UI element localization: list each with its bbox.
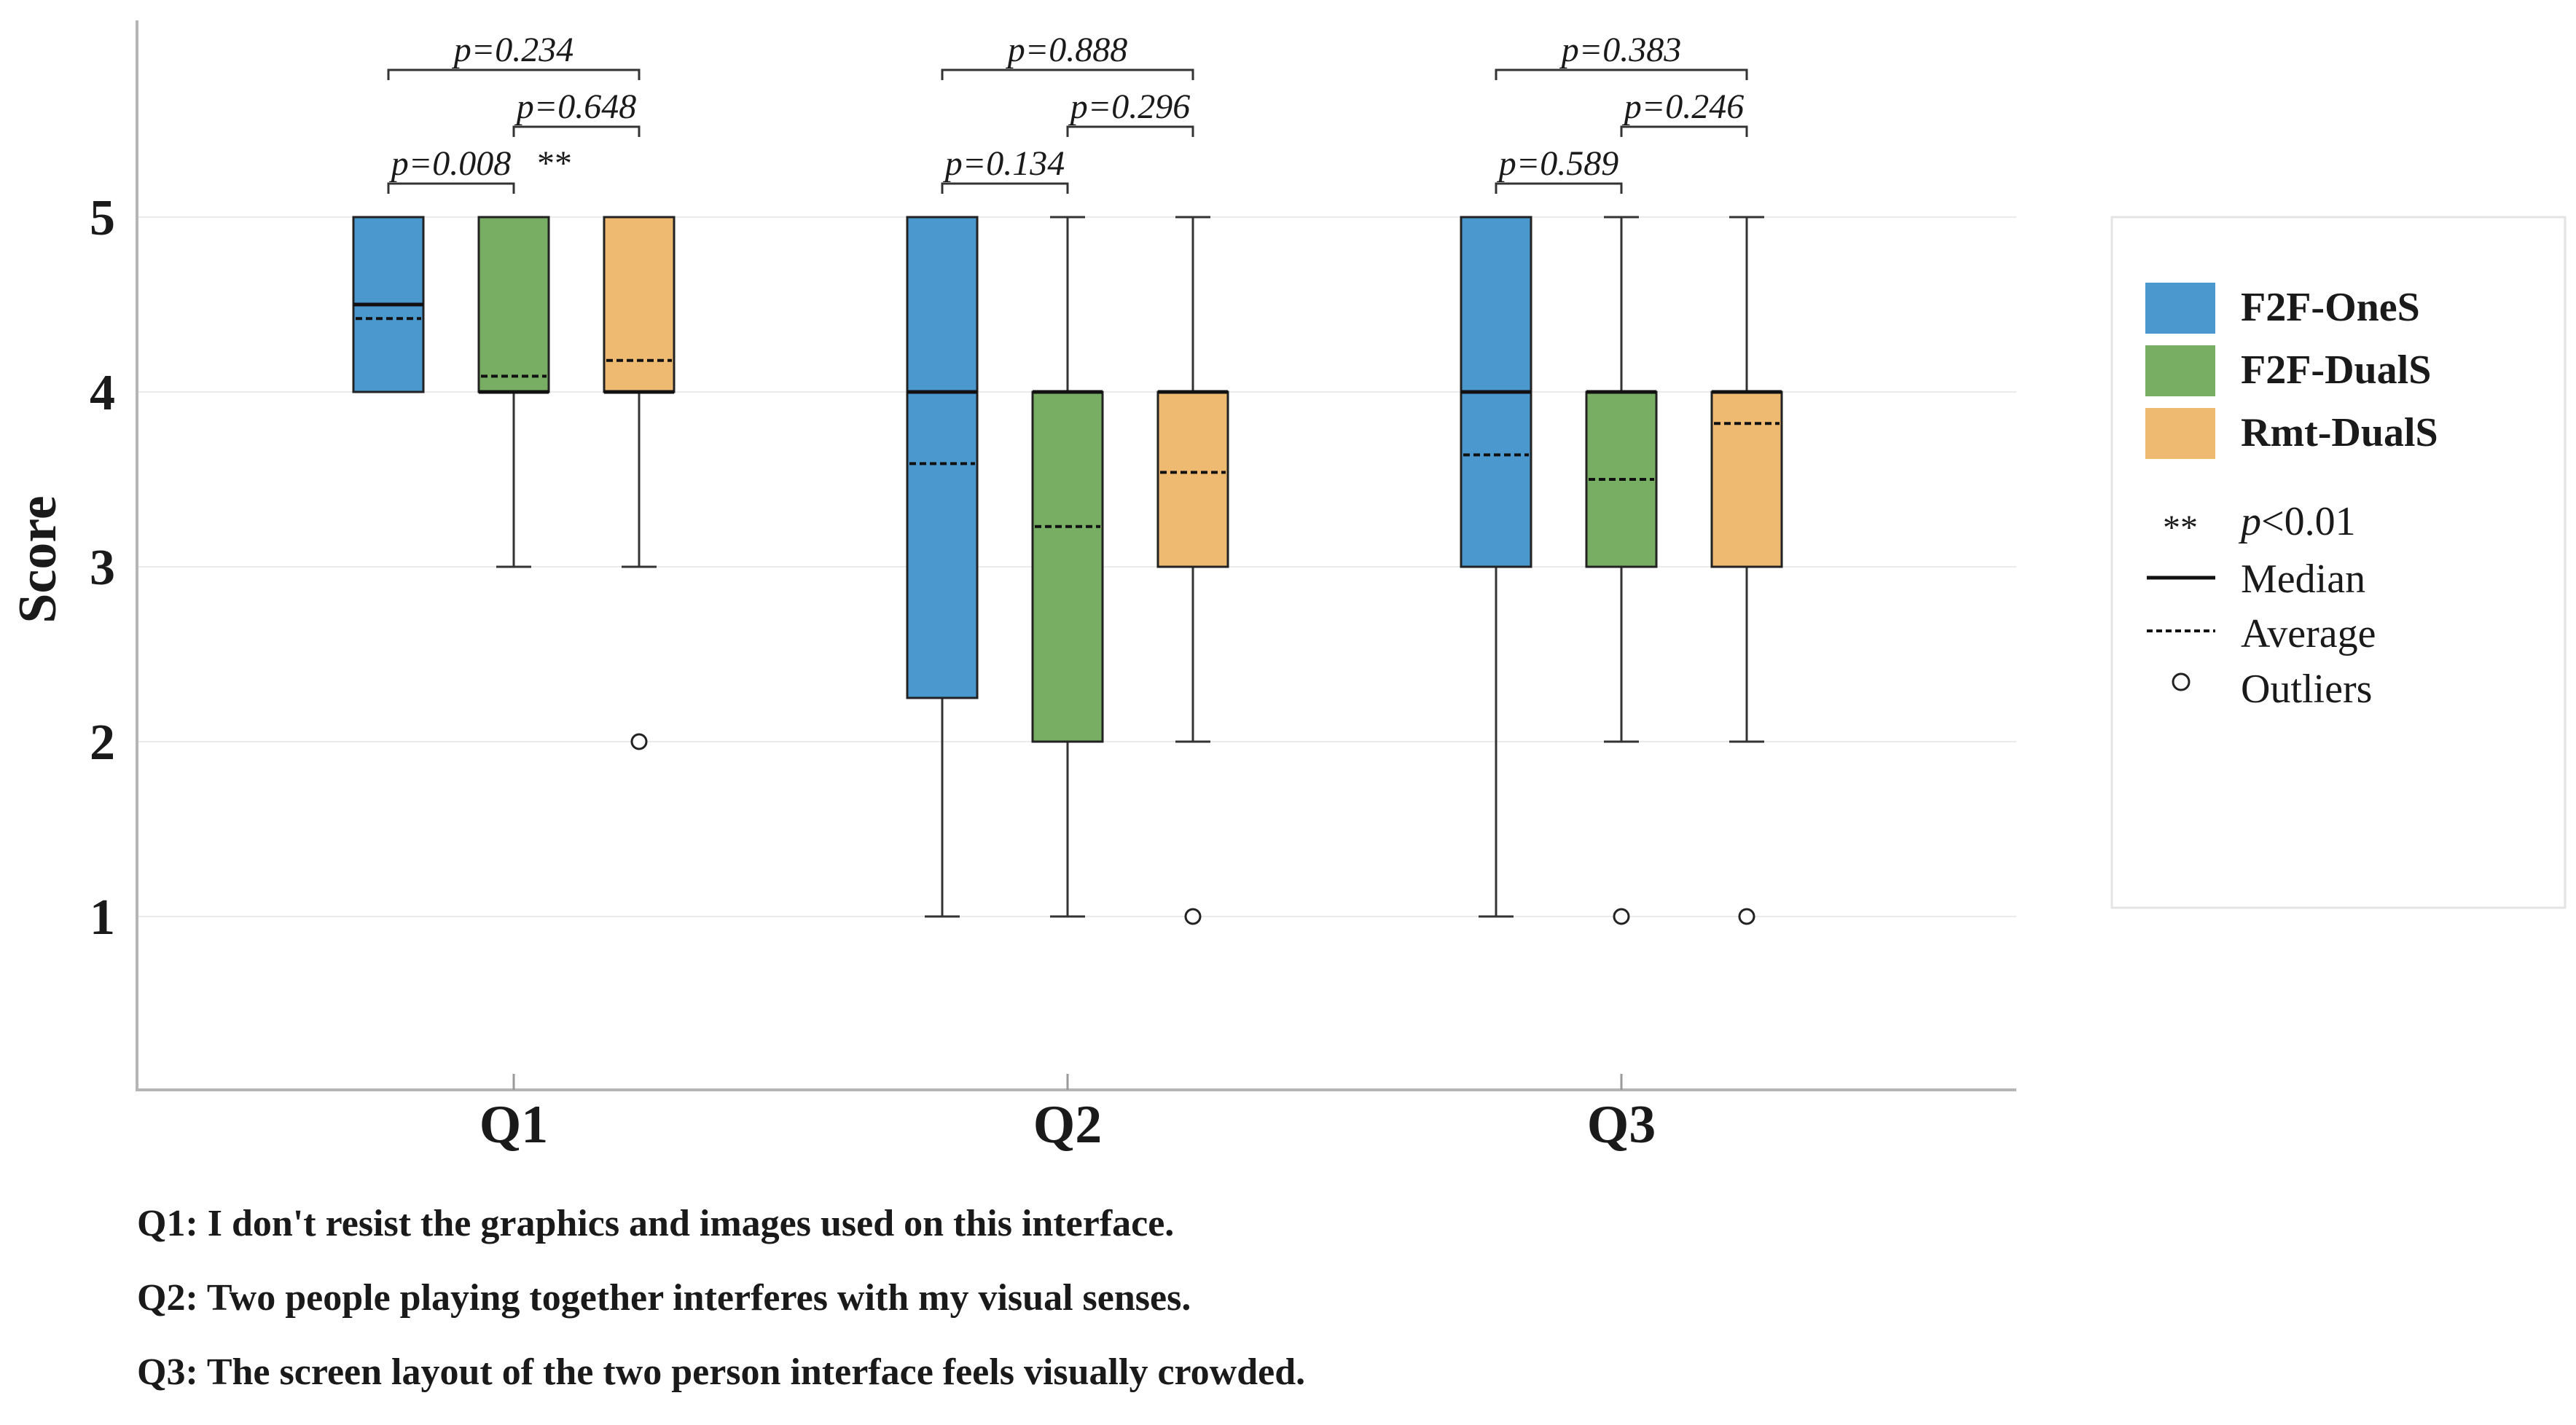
y-axis-label: Score (8, 495, 68, 623)
legend-label-median: Median (2241, 557, 2365, 602)
p-value-label: p=0.296 (1068, 87, 1190, 126)
legend-symbol-stars: ** (2163, 509, 2198, 547)
caption-q1: Q1: I don't resist the graphics and imag… (137, 1203, 1175, 1244)
sig-bracket-Q1-2: p=0.648 (512, 87, 641, 137)
legend-swatch-F2F-DualS (2145, 345, 2215, 396)
sig-bracket-Q2-1: p=0.888 (941, 31, 1194, 80)
sig-bracket-Q2-2: p=0.296 (1066, 87, 1194, 137)
box-F2F-DualS-Q3 (1585, 216, 1658, 925)
legend-label-p: p (2238, 499, 2261, 544)
bracket-line (387, 182, 515, 194)
p-value-label: p=0.246 (1622, 87, 1744, 126)
sig-bracket-Q2-3: p=0.134 (941, 144, 1069, 194)
bracket-line (512, 125, 641, 137)
iqr-box (603, 216, 676, 393)
outlier-point-0 (1738, 908, 1755, 925)
legend-swatch-Rmt-DualS (2145, 408, 2215, 459)
outlier-point-0 (1184, 908, 1202, 925)
x-tick-label-Q3: Q3 (1587, 1095, 1656, 1155)
iqr-box (1156, 390, 1229, 568)
y-tick-label-3: 3 (90, 540, 115, 596)
y-tick-label-2: 2 (90, 715, 115, 771)
outlier-point-0 (630, 733, 648, 750)
p-value-label: p=0.008 (389, 144, 511, 183)
box-F2F-DualS-Q2 (1031, 216, 1104, 918)
legend-label-average: Average (2241, 611, 2376, 656)
sig-bracket-Q1-1: p=0.234 (387, 31, 641, 80)
bracket-line (1495, 182, 1623, 194)
bracket-line (387, 68, 641, 80)
legend: F2F-OneS F2F-DualS Rmt-DualS ** p<0.01 Median… (2110, 216, 2567, 909)
bracket-line (1620, 125, 1748, 137)
bracket-line (1495, 68, 1748, 80)
x-tick-label-Q1: Q1 (479, 1095, 549, 1155)
legend-label-F2F-OneS: F2F-OneS (2241, 285, 2420, 330)
x-ticks: Q1 Q2 Q3 (479, 1074, 1656, 1155)
sig-bracket-Q3-3: p=0.589 (1495, 144, 1623, 194)
box-Rmt-DualS-Q2 (1156, 216, 1229, 925)
box-F2F-DualS-Q1 (477, 216, 550, 568)
box-F2F-OneS-Q1 (352, 216, 425, 393)
p-value-label: p=0.888 (1006, 31, 1127, 69)
y-tick-label-5: 5 (90, 190, 115, 246)
y-tick-label-1: 1 (90, 890, 115, 946)
legend-symbol-outliers (2172, 672, 2191, 691)
legend-label-Rmt-DualS: Rmt-DualS (2241, 410, 2438, 455)
legend-label-outliers: Outliers (2241, 667, 2372, 712)
caption-q3: Q3: The screen layout of the two person … (137, 1351, 1306, 1393)
box-Rmt-DualS-Q1 (603, 216, 676, 750)
question-captions: Q1: I don't resist the graphics and imag… (137, 1202, 1305, 1425)
p-value-label: p=0.648 (514, 87, 636, 126)
outlier-point-0 (1613, 908, 1630, 925)
p-value-label: p=0.589 (1497, 144, 1618, 183)
boxes (352, 216, 1783, 925)
iqr-box (477, 216, 550, 393)
legend-swatch-F2F-OneS (2145, 283, 2215, 334)
x-tick-label-Q2: Q2 (1033, 1095, 1103, 1155)
axes (136, 20, 2016, 1091)
caption-q2: Q2: Two people playing together interfer… (137, 1277, 1191, 1319)
legend-label-threshold: <0.01 (2261, 499, 2356, 544)
box-F2F-OneS-Q2 (906, 216, 979, 918)
legend-label-significance: p<0.01 (2238, 499, 2356, 544)
box-Rmt-DualS-Q3 (1710, 216, 1783, 925)
p-value-label: p=0.134 (943, 144, 1065, 183)
box-F2F-OneS-Q3 (1460, 216, 1532, 918)
y-tick-label-4: 4 (90, 365, 115, 421)
sig-bracket-Q3-1: p=0.383 (1495, 31, 1748, 80)
legend-label-F2F-DualS: F2F-DualS (2241, 348, 2431, 393)
p-value-label: p=0.383 (1559, 31, 1681, 69)
iqr-box (1031, 390, 1104, 743)
bracket-line (1066, 125, 1194, 137)
sig-bracket-Q1-3: p=0.008 ** (387, 144, 572, 194)
bracket-line (941, 68, 1194, 80)
bracket-line (941, 182, 1069, 194)
y-ticks: 1 2 3 4 5 (90, 190, 115, 946)
sig-bracket-Q3-2: p=0.246 (1620, 87, 1748, 137)
iqr-box (1710, 390, 1783, 568)
iqr-box (906, 216, 979, 699)
p-value-label: p=0.234 (452, 31, 573, 69)
significance-stars: ** (537, 144, 572, 183)
